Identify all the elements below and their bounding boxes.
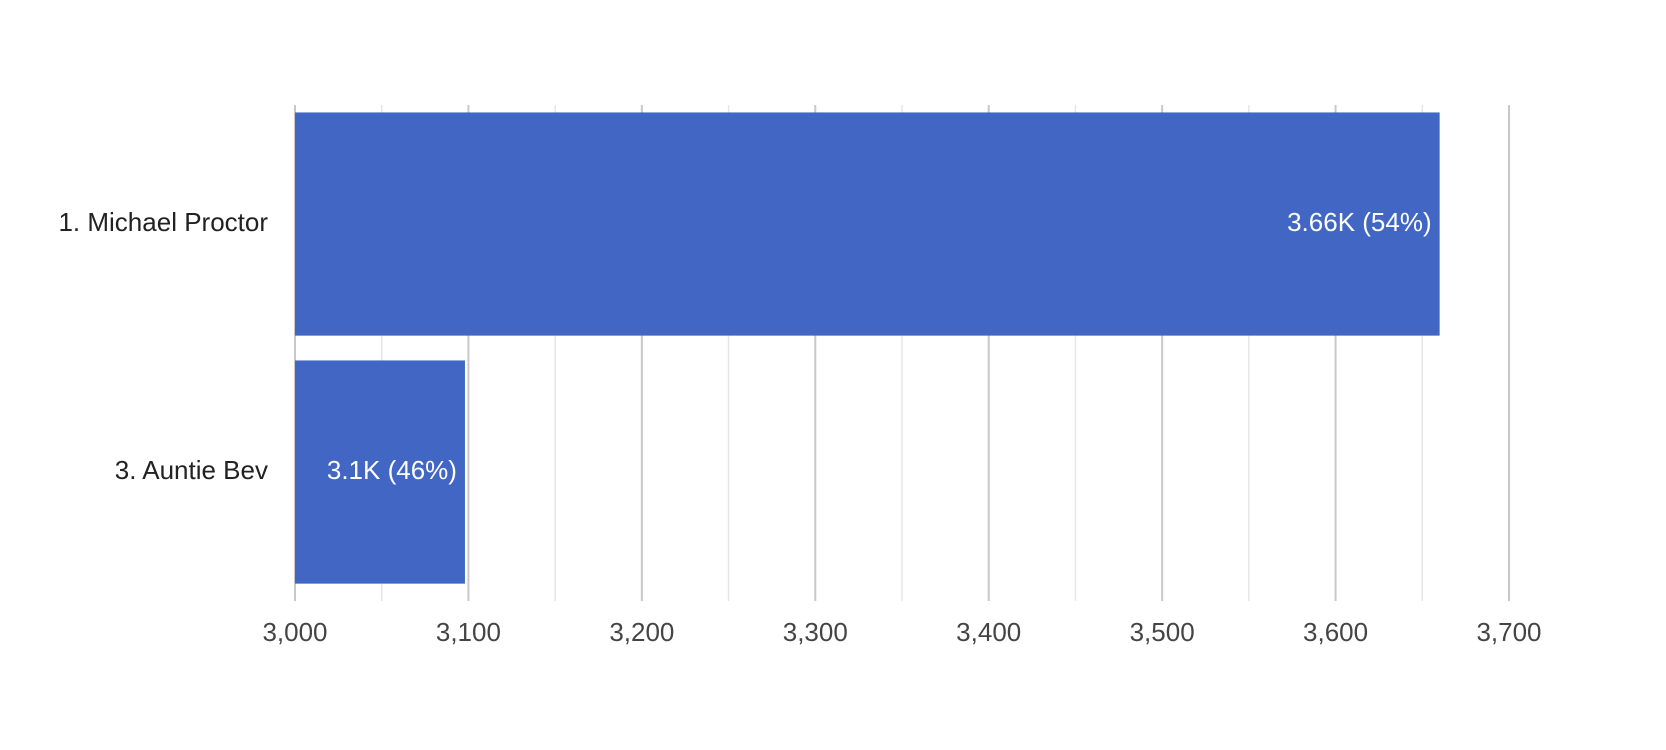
x-tick-label: 3,400 (956, 617, 1021, 647)
x-tick-label: 3,300 (783, 617, 848, 647)
x-tick-label: 3,100 (436, 617, 501, 647)
x-tick-label: 3,600 (1303, 617, 1368, 647)
bar (295, 112, 1440, 336)
x-tick-label: 3,000 (262, 617, 327, 647)
x-tick-label: 3,200 (609, 617, 674, 647)
value-label: 3.66K (54%) (1287, 207, 1432, 237)
value-label: 3.1K (46%) (327, 455, 457, 485)
y-tick-label: 1. Michael Proctor (58, 207, 268, 237)
x-tick-label: 3,500 (1130, 617, 1195, 647)
bar (295, 360, 465, 584)
x-tick-label: 3,700 (1476, 617, 1541, 647)
y-tick-label: 3. Auntie Bev (115, 455, 268, 485)
